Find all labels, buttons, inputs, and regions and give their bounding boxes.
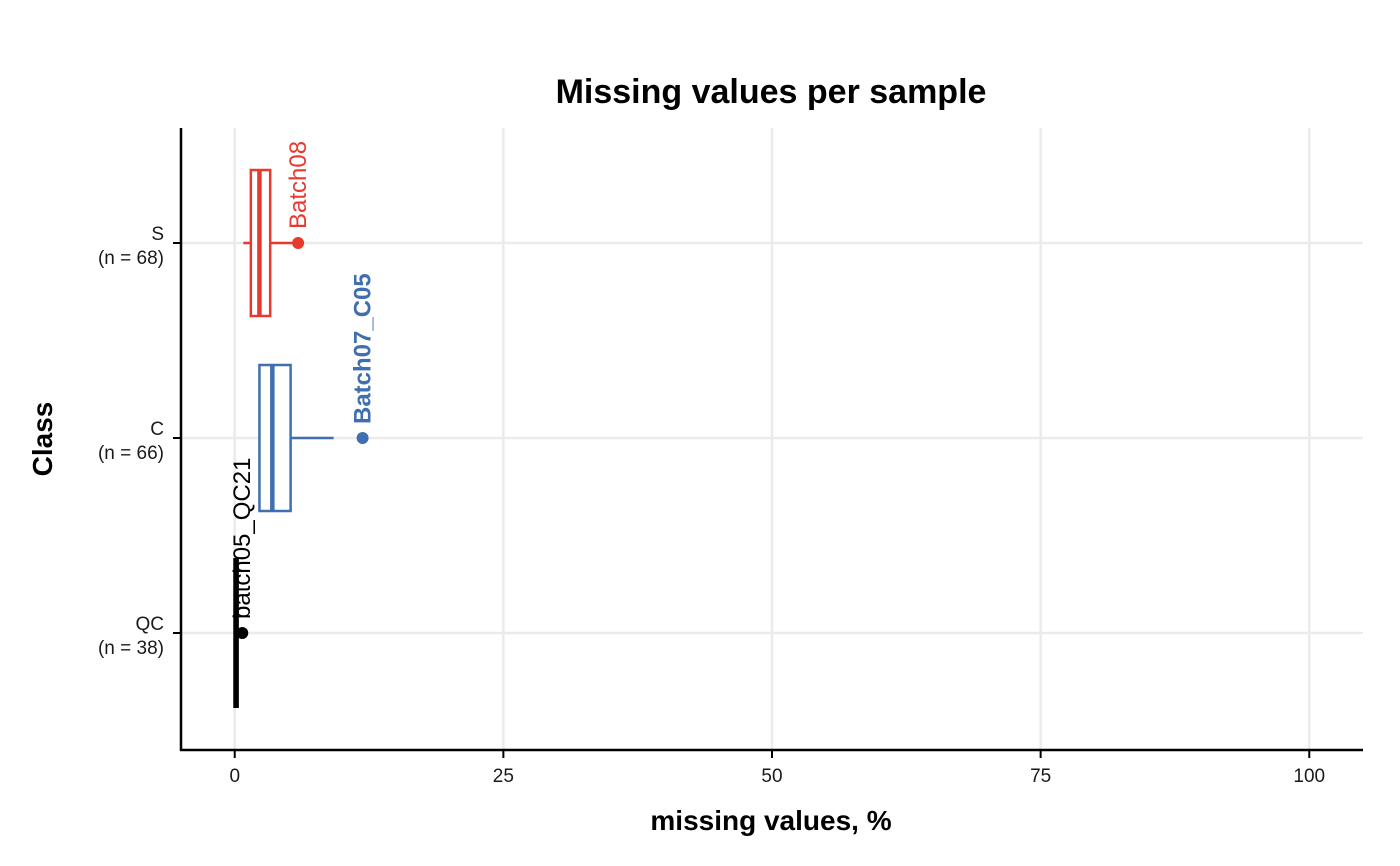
y-axis-title: Class (27, 402, 58, 477)
gridlines (181, 128, 1363, 750)
outlier-label: Batch07_C05 (350, 273, 377, 424)
x-tick-label: 50 (761, 766, 782, 787)
axes: 0 25 50 75 100 QC (n = 38) C (n = 66) S (n = 68) (98, 128, 1363, 787)
y-tick-label-count: (n = 38) (98, 638, 164, 659)
box-iqr (258, 363, 292, 513)
box-s: Batch08 (243, 141, 312, 318)
plot-area: batch05_QC21 Batch07_C05 Batch08 (229, 141, 377, 708)
y-tick-label-name: C (150, 419, 164, 440)
y-tick-label-count: (n = 66) (98, 443, 164, 464)
y-tick-label-name: S (151, 224, 164, 245)
y-tick-label-name: QC (136, 614, 165, 635)
x-tick-label: 0 (229, 766, 240, 787)
outlier-point (292, 237, 305, 249)
outlier-label: Batch08 (285, 141, 312, 229)
y-tick-label-count: (n = 68) (98, 248, 164, 269)
outlier-point (356, 432, 369, 444)
outlier-label: batch05_QC21 (229, 458, 256, 619)
box-c: Batch07_C05 (258, 273, 377, 513)
x-tick-label: 100 (1293, 766, 1325, 787)
box-qc: batch05_QC21 (229, 458, 256, 708)
outlier-point (236, 627, 249, 639)
x-tick-label: 75 (1030, 766, 1051, 787)
x-axis-title: missing values, % (650, 805, 891, 836)
x-tick-label: 25 (493, 766, 514, 787)
chart-title: Missing values per sample (556, 73, 987, 111)
